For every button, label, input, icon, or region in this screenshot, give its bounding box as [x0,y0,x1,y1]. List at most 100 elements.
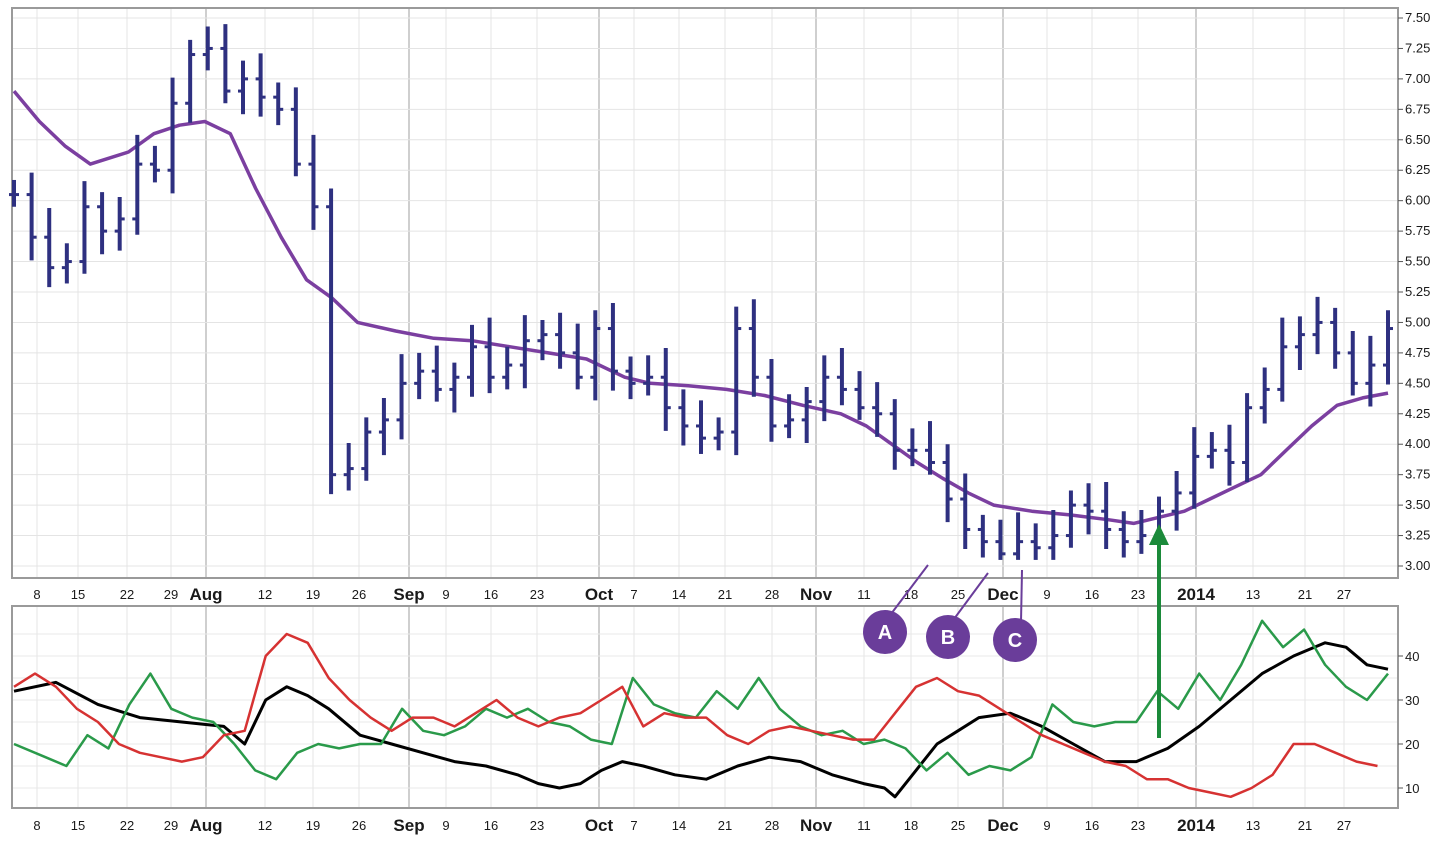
lower-y-axis: 10 20 30 40 [1398,649,1419,796]
x-tick-label: 12 [258,587,272,602]
x-tick-label: 16 [484,587,498,602]
x-tick-label: 18 [904,818,918,833]
y-tick-label: 3.25 [1405,528,1430,543]
x-tick-label: 26 [352,818,366,833]
x-tick-label: 15 [71,587,85,602]
x-tick-label: 22 [120,587,134,602]
y-tick-label: 3.50 [1405,497,1430,512]
x-tick-label: 9 [1043,587,1050,602]
x-tick-label: 26 [352,587,366,602]
x-tick-label: 27 [1337,818,1351,833]
x-tick-label: 8 [33,818,40,833]
annotation-label-b: B [941,627,955,649]
y-tick-label: 5.25 [1405,284,1430,299]
x-tick-label: 8 [33,587,40,602]
moving-average-line [12,89,1389,526]
x-tick-label: 2014 [1177,816,1215,835]
x-tick-label: 9 [442,818,449,833]
y-tick-label: 7.50 [1405,10,1430,25]
x-tick-label: 21 [718,818,732,833]
y-tick-label: 10 [1405,781,1419,796]
y-tick-label: 30 [1405,693,1419,708]
upper-panel-grid [12,8,1398,578]
x-tick-label: 21 [1298,587,1312,602]
price-bars-layer [9,24,1393,560]
annotations-layer: A B C [863,524,1169,738]
y-tick-label: 4.00 [1405,436,1430,451]
x-tick-label: 28 [765,818,779,833]
moving-average-layer [12,89,1389,526]
y-tick-label: 6.25 [1405,162,1430,177]
lower-panel-frame [11,605,1399,809]
x-tick-label: 23 [1131,587,1145,602]
x-tick-label: 22 [120,818,134,833]
x-tick-label: 11 [857,818,871,833]
x-tick-label: 21 [718,587,732,602]
x-tick-label: 16 [1085,818,1099,833]
x-tick-label: Dec [987,585,1018,604]
lower-x-axis: 8 15 22 29 Aug 12 19 26 Sep 9 16 23 Oct 7 14 21 28 Nov 11 1… [33,816,1351,835]
x-tick-label: 15 [71,818,85,833]
x-tick-label: 29 [164,587,178,602]
y-tick-label: 3.00 [1405,558,1430,573]
x-tick-label: 13 [1246,587,1260,602]
x-tick-label: 13 [1246,818,1260,833]
x-tick-label: Oct [585,585,614,604]
upper-y-axis: 3.00 3.25 3.50 3.75 4.00 4.25 4.50 4.75 5.00 5.25… [1398,10,1430,573]
x-tick-label: Oct [585,816,614,835]
indicator-line-black [13,641,1389,799]
indicator-lines-layer [13,619,1389,799]
y-tick-label: 4.75 [1405,345,1430,360]
x-tick-label: 7 [630,587,637,602]
x-tick-label: Aug [189,816,222,835]
y-tick-label: 7.25 [1405,40,1430,55]
x-tick-label: 27 [1337,587,1351,602]
y-tick-label: 4.25 [1405,406,1430,421]
x-tick-label: 25 [951,587,965,602]
annotation-leader-a [890,564,929,615]
buy-signal-arrowhead [1149,524,1169,545]
x-tick-label: 19 [306,818,320,833]
annotation-leader-b [953,572,989,620]
x-tick-label: 16 [484,818,498,833]
y-tick-label: 6.50 [1405,132,1430,147]
x-tick-label: 19 [306,587,320,602]
x-tick-label: 23 [1131,818,1145,833]
annotation-label-a: A [878,622,892,644]
y-tick-label: 6.00 [1405,193,1430,208]
x-tick-label: Nov [800,816,833,835]
x-tick-label: 29 [164,818,178,833]
annotation-marker-a [863,610,907,654]
annotation-marker-b [926,615,970,659]
y-tick-label: 7.00 [1405,71,1430,86]
annotation-marker-c [993,618,1037,662]
x-tick-label: 23 [530,818,544,833]
y-tick-label: 4.50 [1405,375,1430,390]
annotation-label-c: C [1008,630,1022,652]
x-tick-label: 14 [672,587,686,602]
y-tick-label: 5.50 [1405,254,1430,269]
x-tick-label: Sep [393,816,424,835]
y-tick-label: 20 [1405,737,1419,752]
upper-x-axis: 8 15 22 29 Aug 12 19 26 Sep 9 16 23 Oct 7 14 21 28 Nov 11 1… [33,585,1351,604]
x-tick-label: Nov [800,585,833,604]
x-tick-label: 9 [1043,818,1050,833]
x-tick-label: 12 [258,818,272,833]
indicator-line-red [13,632,1378,799]
y-tick-label: 5.00 [1405,314,1430,329]
y-tick-label: 6.75 [1405,101,1430,116]
upper-panel-frame [11,7,1399,579]
x-tick-label: 16 [1085,587,1099,602]
x-tick-label: 25 [951,818,965,833]
x-tick-label: 23 [530,587,544,602]
y-tick-label: 3.75 [1405,467,1430,482]
x-tick-label: 2014 [1177,585,1215,604]
y-tick-label: 40 [1405,649,1419,664]
y-tick-label: 5.75 [1405,223,1430,238]
x-tick-label: 28 [765,587,779,602]
x-tick-label: 7 [630,818,637,833]
x-tick-label: 11 [857,587,871,602]
annotation-leader-c [1020,569,1023,623]
